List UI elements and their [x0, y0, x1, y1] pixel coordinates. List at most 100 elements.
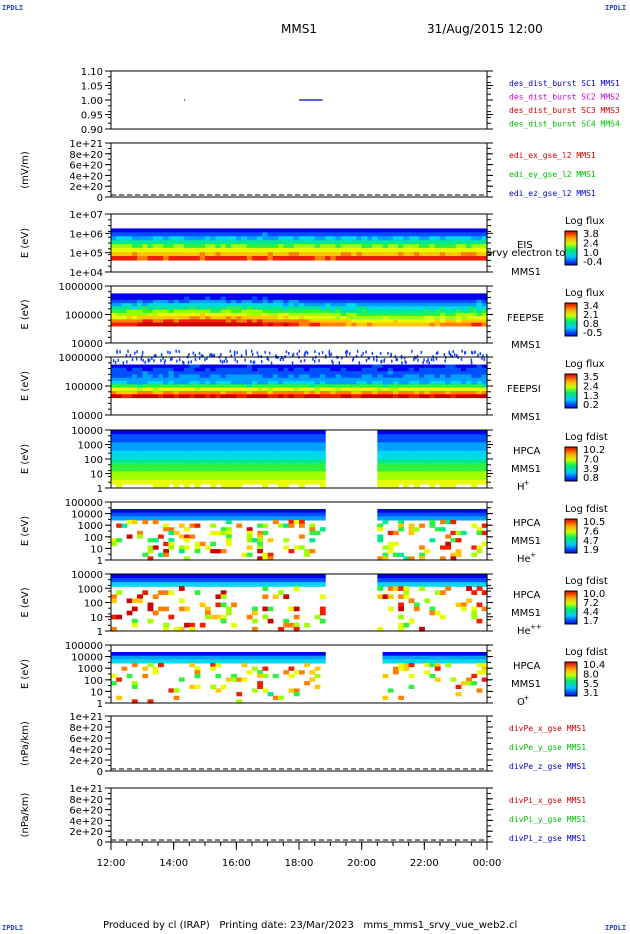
hpca_hepp-cell: [476, 602, 483, 608]
hpca_h-cell: [413, 442, 420, 448]
feepsi-cell: [366, 377, 373, 382]
hpca_h-cell: [440, 446, 446, 452]
feepsi-cell: [252, 374, 258, 379]
feepse-cell: [116, 293, 123, 298]
eis-cell: [257, 244, 264, 249]
hpca_h-cell: [163, 438, 170, 444]
feepsi-cell: [241, 374, 248, 379]
hpca_he-colorbar: [564, 518, 578, 554]
hpca_h-cell: [455, 479, 462, 485]
feepsi-cell: [241, 364, 248, 369]
hpca_h-cell: [178, 454, 185, 460]
hpca_he-cell: [419, 556, 425, 561]
hpca_h-cell: [252, 471, 258, 477]
hpca_he-cell: [215, 549, 222, 554]
feepse-cell: [152, 319, 159, 324]
hpca_h-cell: [126, 430, 133, 435]
hpca_h-cell: [283, 430, 290, 435]
hpca_he-cell: [387, 512, 394, 517]
feepse-cell: [267, 322, 274, 327]
feepsi-cell: [450, 394, 457, 399]
hpca_h-cell: [304, 446, 311, 452]
hpca_h-cell: [413, 454, 420, 460]
eis-cell: [387, 256, 394, 261]
hpca_hepp-cell: [471, 614, 478, 620]
hpca_h-cell: [293, 434, 300, 439]
hpca_h-cell: [393, 430, 399, 435]
hpca_hepp-cell: [262, 606, 269, 612]
feepsi-cell: [366, 394, 373, 399]
hpca_h-cell: [267, 450, 274, 456]
hpca_hepp-cell: [220, 582, 227, 587]
feepsi-cell: [262, 371, 269, 376]
feepsi-cell: [408, 394, 415, 399]
feepsi-cell: [445, 387, 452, 392]
hpca_hepp-cell: [408, 618, 415, 624]
hpca_he-cell: [194, 523, 201, 528]
feepsi-speckle: [210, 353, 212, 357]
hpca_h-cell: [215, 454, 222, 460]
hpca_h-cell: [189, 479, 196, 485]
feepsi-cell: [455, 390, 462, 395]
hpca_hepp-cell: [262, 586, 269, 591]
feepsi-speckle: [328, 351, 330, 355]
feepse-cell: [309, 309, 316, 314]
hpca_h-cell: [257, 446, 264, 452]
feepsi-cell: [246, 371, 253, 376]
eis-cell: [137, 236, 143, 241]
hpca_he-cell: [168, 541, 175, 547]
feepse-cell: [189, 306, 196, 311]
hpca_h-cell: [236, 459, 243, 464]
feepse-cell: [178, 299, 185, 304]
feepsi-cell: [455, 384, 462, 389]
feepsi-cell: [116, 381, 123, 385]
hpca_hepp-colorbar-tick: 10.0: [583, 589, 605, 600]
hpca_h-cell: [429, 459, 436, 464]
hpca_h-cell: [403, 471, 410, 477]
eis-cell: [403, 232, 410, 237]
hpca_h-cell: [231, 463, 237, 468]
feepsi-cell: [429, 394, 436, 399]
hpca_hepp-cell: [424, 578, 431, 583]
feepsi-cell: [257, 367, 264, 372]
hpca_h-cell: [382, 467, 389, 473]
hpca_h-cell: [225, 471, 232, 477]
hpca_h-cell: [236, 434, 243, 439]
feepsi-speckle: [416, 354, 419, 358]
feepsi-cell: [163, 394, 170, 399]
hpca_h-cell: [471, 471, 478, 477]
hpca_he-cell: [309, 538, 316, 543]
feepse-cell: [262, 312, 269, 317]
hpca_he-cell: [173, 512, 180, 517]
hpca_h-cell: [304, 434, 311, 439]
eis-cell: [272, 240, 279, 245]
feepsi-speckle: [162, 356, 164, 360]
hpca_he-cell: [111, 538, 117, 543]
eis-cell: [231, 256, 237, 261]
feepsi-cell: [220, 384, 227, 389]
feepse-cell: [257, 319, 264, 324]
feepsi-cell: [460, 377, 467, 382]
feepse-cell: [424, 309, 431, 314]
eis-cell: [419, 236, 425, 241]
hpca_he-cell: [455, 516, 462, 521]
hpca_hepp-cell: [246, 578, 253, 583]
feepsi-speckle: [356, 349, 359, 353]
hpca_o-cell: [471, 673, 478, 679]
hpca_o-cell: [111, 651, 117, 657]
feepse-cell: [111, 296, 117, 301]
hpca_h-cell: [314, 471, 321, 477]
eis-cell: [314, 244, 321, 249]
hpca_hepp-cell: [111, 574, 117, 579]
hpca_h-cell: [314, 442, 321, 448]
eis-cell: [460, 248, 467, 253]
feepse-cell: [356, 319, 363, 324]
hpca_o-cell: [314, 684, 321, 690]
feepse-cell: [272, 312, 279, 317]
divpe-ytick-label: 8e+20: [69, 723, 103, 734]
hpca_h-cell: [476, 463, 483, 468]
hpca_h-cell: [231, 450, 237, 456]
eis-cell: [481, 248, 488, 253]
eis-cell: [325, 240, 331, 245]
feepse-cell: [408, 296, 415, 301]
